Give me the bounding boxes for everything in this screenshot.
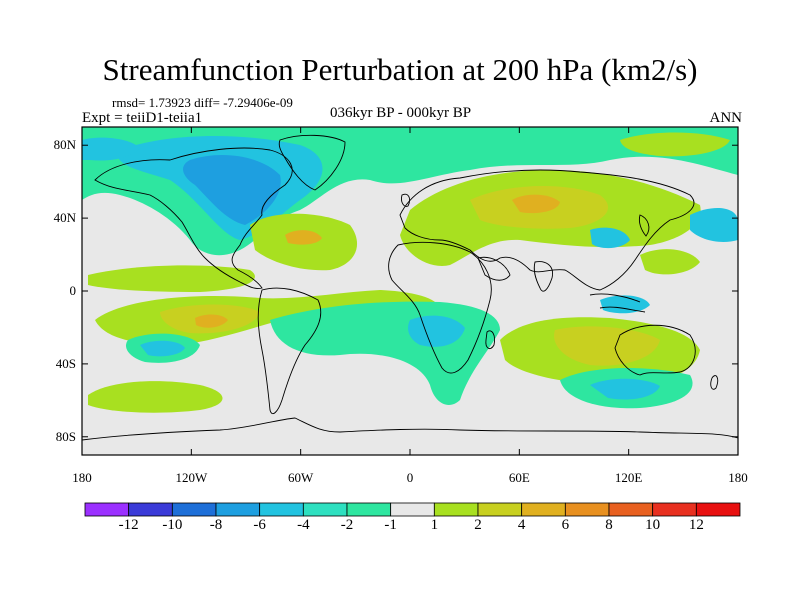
coast-indonesia [589,293,646,313]
colorbar-level-label: -8 [209,517,223,533]
colorbar-level-label: -6 [253,517,266,533]
contour-io-yellow [554,326,660,366]
lat-label: 0 [69,283,77,298]
coast-eurasia [399,169,695,291]
colorbar-swatch [521,502,566,517]
coast-australia [614,324,696,376]
contour-eurasia-orange [512,194,560,214]
colorbar-swatch [171,502,217,517]
colorbar-swatch [564,502,610,517]
contour-atlantic-orange [285,230,322,245]
colorbar-level-label: -10 [162,517,183,533]
colorbar-level-label: 8 [605,517,613,533]
map-panel [82,127,738,455]
colorbar-swatch [608,502,654,517]
colorbar-level-label: -2 [340,517,354,533]
lat-label: 40S [55,355,76,371]
coast-africa [388,241,492,374]
lon-label: 120W [175,470,208,485]
colorbar [84,502,741,517]
lat-label: 80S [55,428,76,444]
lon-label: 60W [288,470,314,485]
colorbar-swatch [390,502,435,517]
coast-south-america [257,287,322,414]
experiment-label: Expt = teiiD1-teiia1 [82,110,203,126]
lon-label: 120E [614,470,643,485]
contour-eq-green [95,290,440,345]
colorbar-level-label: 10 [645,517,661,533]
colorbar-swatch [215,502,261,517]
contour-pac-n-green [88,265,255,292]
colorbar-level-label: 4 [517,517,526,533]
contour-nw-cyan [82,137,140,161]
coast-antarctica [82,417,738,441]
contour-wp-cyan [590,227,630,249]
colorbar-swatch [652,502,697,517]
coast-greenland [278,134,346,191]
lon-label: 180 [72,470,92,485]
lon-label: 60E [508,470,530,485]
lon-label: 180 [728,470,748,485]
coast-britain [401,193,411,207]
colorbar-level-label: -1 [384,517,397,533]
page-title: Streamfunction Perturbation at 200 hPa (… [102,52,698,87]
colorbar-level-label: 2 [474,517,482,533]
colorbar-level-label: 6 [561,517,570,533]
colorbar-swatch [477,502,523,517]
colorbar-level-label: -4 [297,517,310,533]
contour-arctic-green [620,132,730,157]
contour-wp-green [640,249,700,275]
colorbar-swatch [302,502,348,517]
lat-label: 40N [53,210,76,226]
colorbar-level-label: 1 [430,517,439,533]
contour-indo-cyan [600,295,650,314]
colorbar-swatch [433,502,479,517]
contour-eq-orange [195,314,228,328]
coastlines [82,134,738,441]
axis-ticks [81,127,739,455]
coast-india [533,261,553,292]
lat-label: 80N [53,137,76,153]
colorbar-level-label: -12 [118,517,139,533]
coast-north-america [94,147,293,289]
period-label: 036kyr BP - 000kyr BP [330,105,472,121]
lon-label: 0 [406,470,414,485]
colorbar-swatch [695,502,741,517]
season-label: ANN [709,110,743,126]
coast-madagascar [485,330,495,350]
contour-si-cyan [590,378,660,400]
contour-na-blue [183,155,281,225]
coast-new-zealand [710,375,719,390]
colorbar-swatch [84,502,130,517]
contour-sp-cyan [140,340,185,357]
colorbar-swatch [259,502,304,517]
colorbar-level-label: 12 [688,517,704,533]
coast-japan [638,214,650,237]
colorbar-swatch [346,502,392,517]
contour-ne-cyan [690,208,738,242]
colorbar-swatch [128,502,173,517]
contour-fields [82,127,738,413]
stats-label: rmsd= 1.73923 diff= -7.29406e-09 [112,95,293,110]
contour-south-cyan [408,315,465,347]
coast-arabia [477,256,511,281]
contour-ssp-green [88,381,223,413]
